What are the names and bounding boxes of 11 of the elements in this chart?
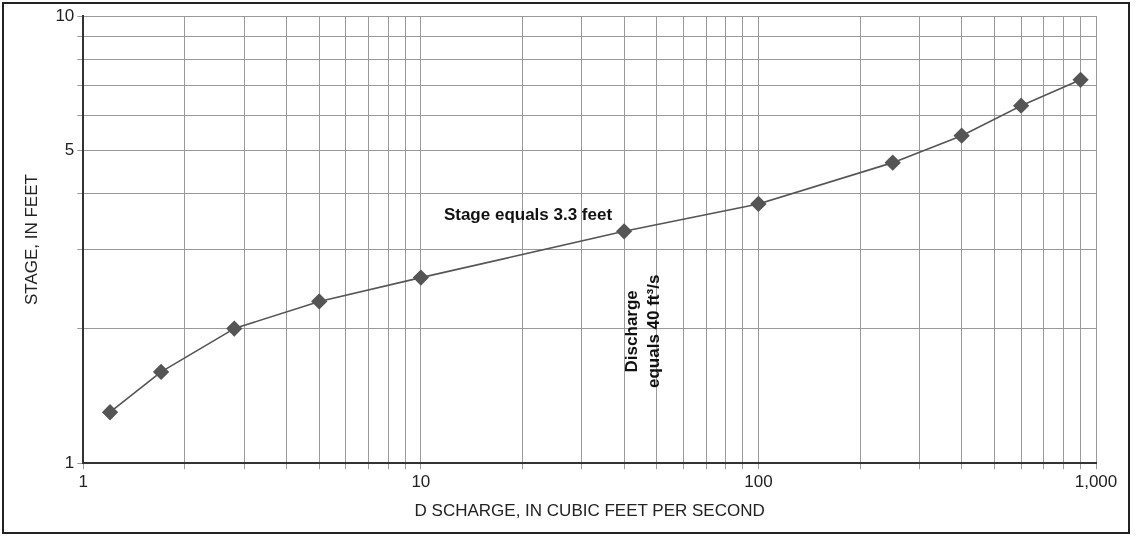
annotation: Discharge equals 40 ft³/s bbox=[621, 274, 663, 389]
x-tick-label: 10 bbox=[411, 472, 431, 492]
y-axis-title: STAGE, IN FEET bbox=[21, 174, 41, 306]
x-tick-label: 1,000 bbox=[1074, 472, 1118, 492]
annotation: Stage equals 3.3 feet bbox=[443, 204, 613, 224]
y-tick-label: 1 bbox=[64, 452, 75, 472]
x-tick-label: 1 bbox=[78, 472, 89, 492]
y-tick-label: 10 bbox=[55, 5, 75, 25]
x-tick-label: 100 bbox=[744, 472, 773, 492]
x-axis-title: D SCHARGE, IN CUBIC FEET PER SECOND bbox=[414, 501, 765, 521]
y-tick-label: 5 bbox=[64, 140, 75, 160]
